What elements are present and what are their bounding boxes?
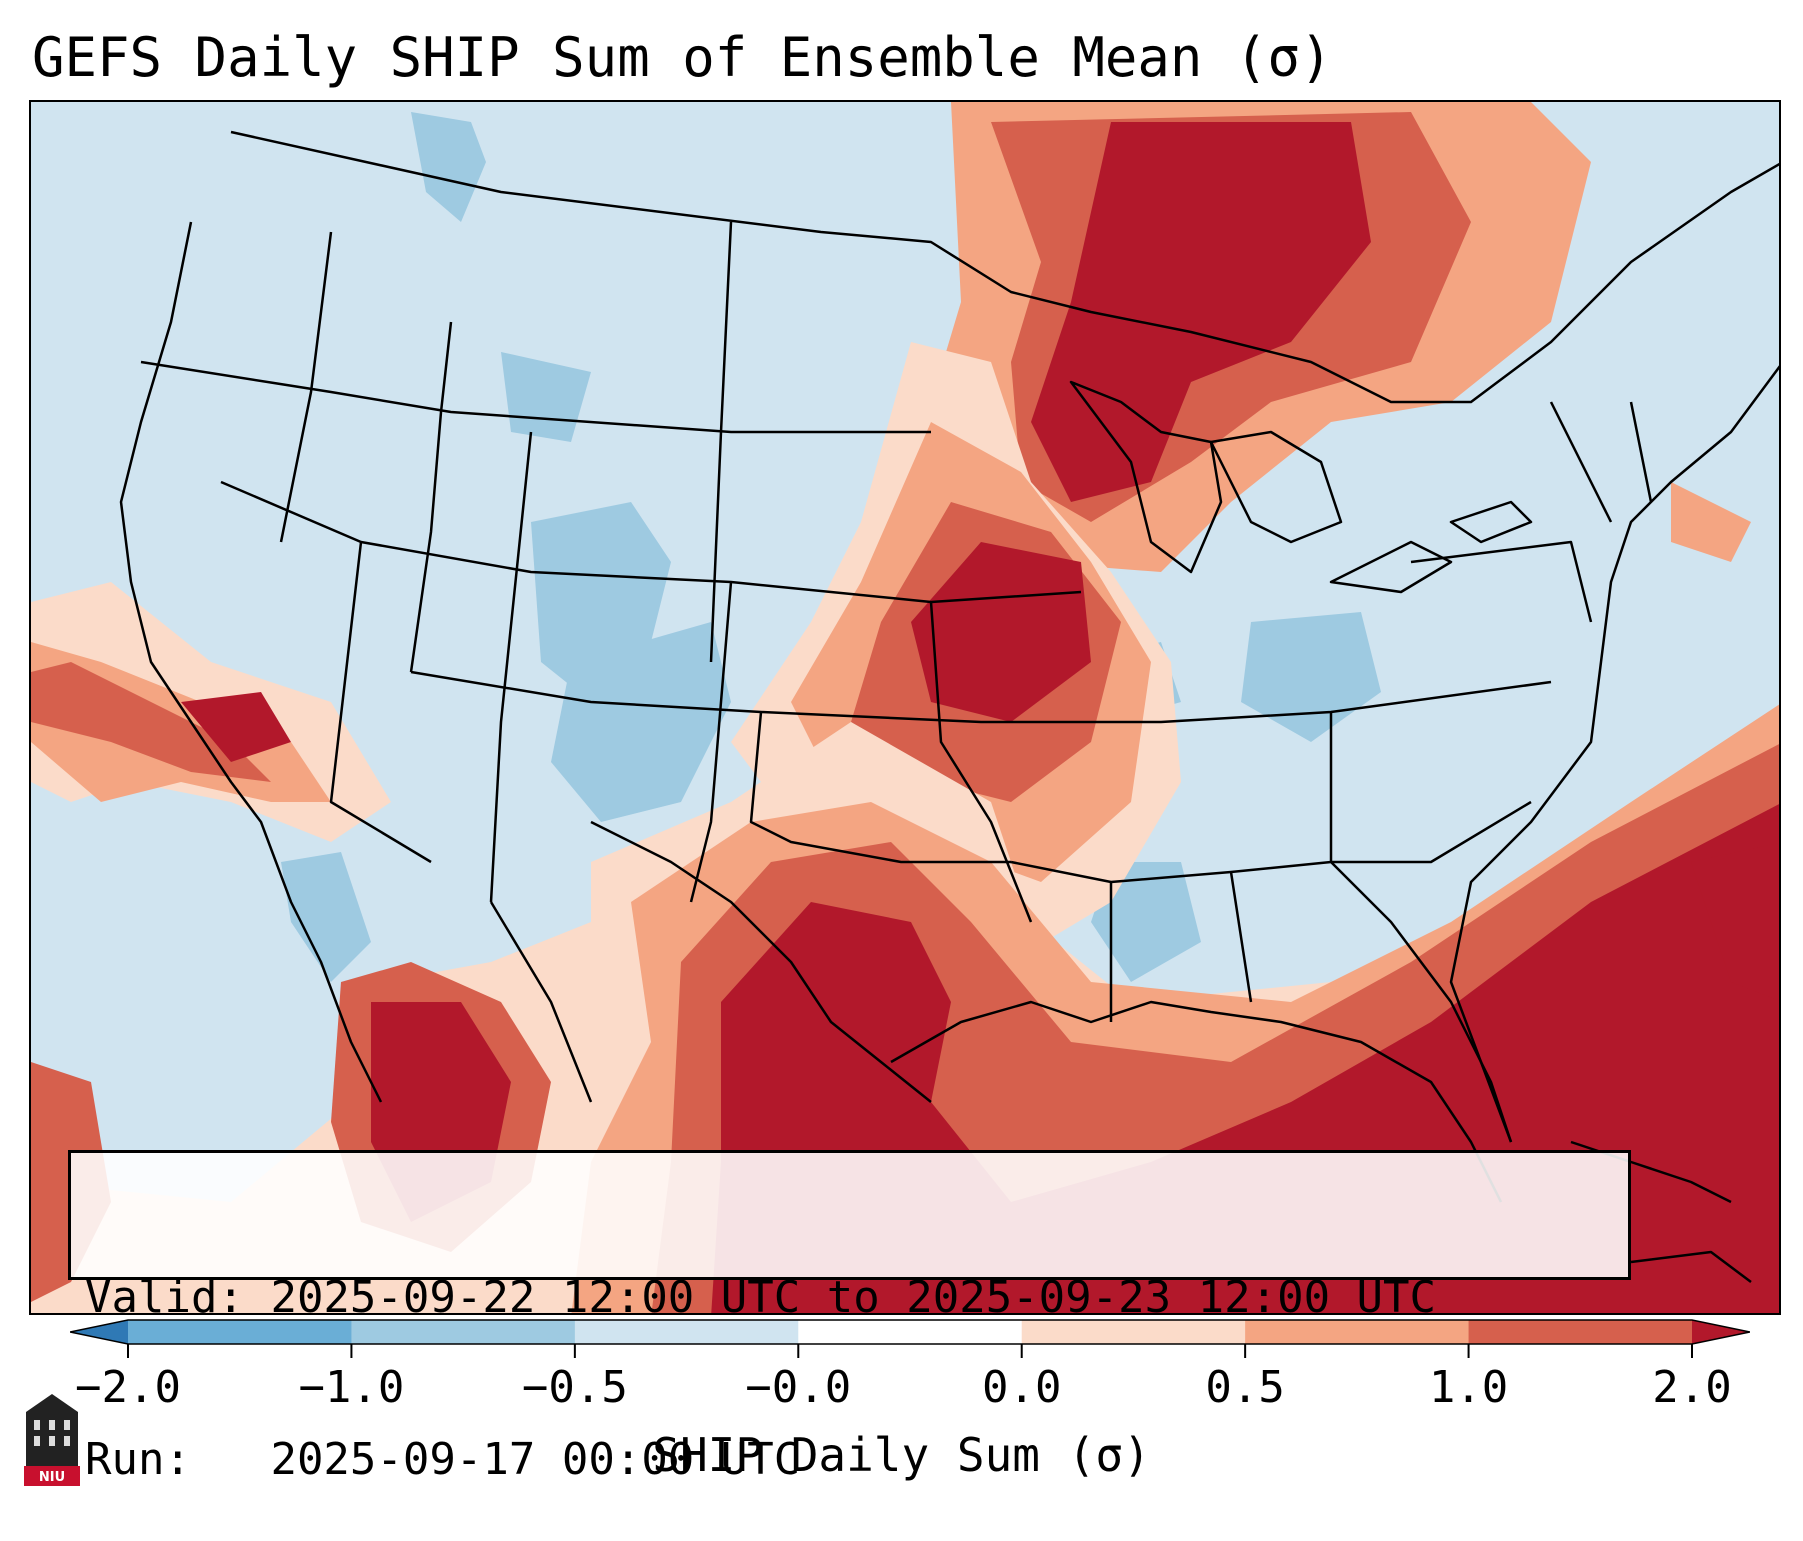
colorbar-ticks [127, 1344, 1693, 1358]
colorbar [70, 1319, 1750, 1358]
colorbar-extend-low [70, 1320, 128, 1344]
logo-text: NIU [39, 1470, 65, 1485]
colorbar-segment [351, 1320, 576, 1344]
colorbar-tick-label: −2.0 [75, 1362, 181, 1413]
run-label: Run: [85, 1434, 191, 1485]
colorbar-tick-label: −0.5 [521, 1362, 628, 1413]
colorbar-tick-label: −0.0 [745, 1362, 852, 1413]
map-svg [31, 102, 1779, 1313]
colorbar-extend-high [1692, 1320, 1750, 1344]
valid-label: Valid: [85, 1272, 244, 1323]
colorbar-tick-label: 0.0 [981, 1362, 1062, 1413]
colorbar-segment [574, 1320, 799, 1344]
colorbar-segment [1021, 1320, 1246, 1344]
run-value: 2025-09-17 00:00 UTC [270, 1434, 801, 1485]
valid-value: 2025-09-22 12:00 UTC to 2025-09-23 12:00… [270, 1272, 1437, 1323]
map-panel [29, 100, 1781, 1315]
colorbar-tick-label: 1.0 [1428, 1362, 1509, 1413]
university-building-icon: NIU [24, 1394, 80, 1486]
colorbar-segment [1468, 1320, 1693, 1344]
colorbar-segment [798, 1320, 1023, 1344]
boundaries [119, 130, 1779, 1283]
figure-title: GEFS Daily SHIP Sum of Ensemble Mean (σ) [32, 26, 1333, 89]
colorbar-segment [128, 1320, 352, 1344]
colorbar-tick-label: 2.0 [1652, 1362, 1732, 1413]
colorbar-segment [1245, 1320, 1470, 1344]
valid-line: Valid: 2025-09-22 12:00 UTC to 2025-09-2… [85, 1271, 1614, 1325]
validity-info-box: Valid: 2025-09-22 12:00 UTC to 2025-09-2… [68, 1150, 1631, 1485]
colorbar-label: SHIP Daily Sum (σ) [652, 1428, 1151, 1482]
colorbar-tick-label: −1.0 [298, 1362, 405, 1413]
run-line: Run: 2025-09-17 00:00 UTC [85, 1433, 1614, 1487]
colorbar-tick-label: 0.5 [1205, 1362, 1285, 1413]
colorbar-segments [70, 1319, 1750, 1345]
